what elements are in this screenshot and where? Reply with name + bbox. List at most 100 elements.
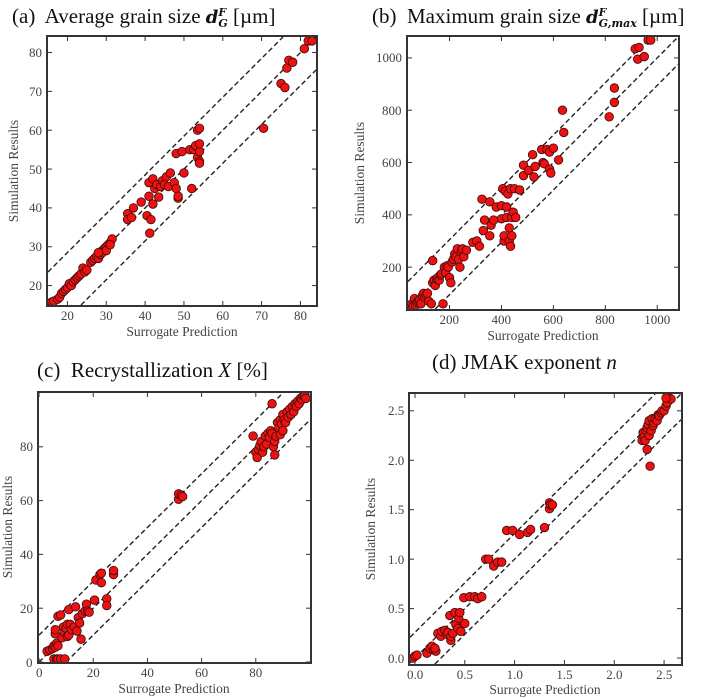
data-point — [461, 245, 472, 255]
y-tick-label: 600 — [382, 155, 402, 171]
y-tick-label: 200 — [382, 259, 402, 275]
panel-b-symbol: d — [586, 7, 599, 28]
data-point — [507, 525, 518, 536]
data-point — [438, 299, 448, 309]
data-point — [427, 255, 438, 266]
panel-c-xlabel: Surrogate Prediction — [118, 681, 230, 696]
data-point — [89, 595, 100, 605]
x-tick-label: 40 — [138, 308, 152, 323]
y-tick-label: 0.5 — [388, 601, 405, 617]
data-point — [484, 554, 494, 564]
data-point — [501, 202, 512, 212]
x-tick-label: 800 — [595, 312, 615, 327]
data-point — [446, 278, 456, 288]
data-point — [280, 82, 290, 93]
x-tick-label: 400 — [491, 312, 511, 327]
data-point — [258, 123, 269, 133]
data-point — [645, 461, 655, 471]
data-point — [553, 155, 564, 165]
panel-d-symbol: n — [606, 350, 617, 374]
data-point — [514, 185, 525, 195]
x-tick-label: 200 — [439, 312, 460, 327]
panel-b-title: (b) Maximum grain size d F G,max [µm] — [372, 4, 684, 29]
panel-a-title-text: Average grain size — [44, 4, 201, 28]
data-point — [307, 37, 316, 46]
panel-b-sup: F — [598, 6, 607, 20]
data-point — [148, 199, 158, 209]
y-tick-label: 80 — [20, 439, 33, 455]
data-point — [646, 37, 656, 45]
x-tick-label: 0 — [36, 665, 43, 680]
data-point — [136, 197, 146, 207]
data-point — [60, 654, 70, 662]
data-point — [267, 399, 277, 409]
data-point — [126, 212, 137, 223]
data-point — [456, 626, 466, 637]
panel-a-label: (a) — [12, 4, 36, 28]
data-point — [422, 288, 433, 299]
data-point — [639, 51, 649, 62]
panel-d-label: (d) — [432, 350, 457, 374]
data-point — [539, 522, 550, 533]
data-point — [102, 600, 112, 611]
data-point — [55, 610, 66, 620]
data-point — [485, 231, 495, 241]
data-point — [74, 618, 85, 628]
x-tick-label: 2.0 — [606, 667, 623, 682]
data-point — [179, 168, 189, 178]
data-point — [84, 607, 94, 617]
x-tick-label: 40 — [140, 665, 154, 680]
panel-a-sup: F — [218, 6, 227, 20]
data-point — [426, 299, 437, 309]
y-tick-label: 50 — [29, 161, 42, 177]
data-point — [455, 262, 465, 272]
x-tick-label: 30 — [99, 308, 113, 323]
y-tick-label: 60 — [29, 122, 42, 138]
data-point — [248, 431, 258, 441]
data-point — [105, 240, 115, 250]
data-point — [478, 225, 488, 236]
panel-d-svg — [410, 394, 681, 664]
data-point — [165, 168, 176, 178]
x-tick-label: 50 — [177, 308, 191, 323]
panel-c-plot — [37, 391, 312, 664]
data-point — [270, 450, 280, 460]
data-point — [477, 592, 487, 602]
upper-bound-line — [408, 37, 652, 283]
y-tick-label: 20 — [29, 278, 42, 294]
panel-a-ylabel: Simulation Results — [6, 119, 21, 223]
data-point — [530, 161, 540, 172]
data-point — [128, 203, 139, 213]
panel-a-xlabel: Surrogate Prediction — [126, 324, 238, 339]
data-point — [301, 393, 310, 404]
panel-b-title-text: Maximum grain size — [407, 4, 581, 28]
data-point — [546, 168, 556, 178]
data-point — [171, 183, 181, 194]
panel-c-label: (c) — [37, 358, 61, 382]
panel-b-xlabel: Surrogate Prediction — [487, 328, 599, 343]
data-point — [412, 650, 422, 660]
data-point — [460, 618, 470, 629]
panel-c-title: (c) Recrystallization X [%] — [37, 358, 268, 383]
data-point — [177, 491, 188, 502]
x-tick-label: 20 — [86, 665, 100, 680]
data-point — [96, 577, 107, 588]
panel-a-plot — [46, 35, 318, 307]
y-tick-label: 2.5 — [388, 403, 405, 419]
x-tick-label: 1000 — [644, 312, 671, 327]
identity-line — [48, 37, 316, 305]
y-tick-label: 20 — [20, 600, 33, 616]
data-point — [642, 444, 652, 455]
upper-bound-line — [48, 37, 284, 273]
y-tick-label: 40 — [29, 200, 42, 216]
y-tick-label: 30 — [29, 239, 42, 255]
data-point — [187, 183, 197, 194]
data-point — [529, 172, 539, 182]
data-point — [194, 146, 205, 157]
y-tick-label: 60 — [20, 493, 33, 509]
upper-bound-line — [410, 394, 656, 638]
panel-b-svg — [408, 37, 678, 309]
data-point — [609, 97, 620, 108]
panel-d-plot — [408, 392, 683, 666]
